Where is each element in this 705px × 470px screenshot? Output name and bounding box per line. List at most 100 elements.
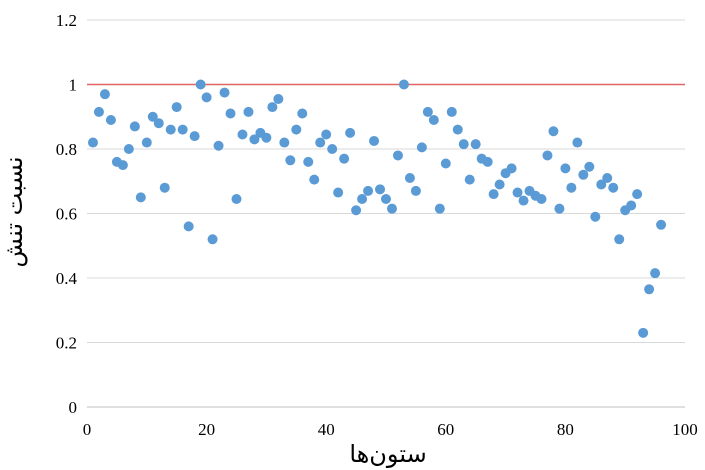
x-tick-label: 40 [318, 420, 335, 439]
data-point [213, 140, 224, 151]
data-point [656, 219, 667, 230]
data-point [105, 114, 116, 125]
data-point [548, 126, 559, 137]
data-point [398, 79, 409, 90]
data-point [554, 203, 565, 214]
data-point [309, 174, 320, 185]
data-points [87, 79, 667, 338]
data-point [267, 102, 278, 113]
data-point [452, 124, 463, 135]
data-point [369, 135, 380, 146]
data-point [219, 87, 230, 98]
data-point [135, 192, 146, 203]
data-point [345, 127, 356, 138]
data-point [147, 111, 158, 122]
data-point [333, 187, 344, 198]
data-point [578, 169, 589, 180]
data-point [291, 124, 302, 135]
x-tick-label: 100 [672, 420, 698, 439]
data-point [285, 155, 296, 166]
data-point [351, 205, 362, 216]
tick-labels: 0 0.2 0.4 0.6 0.8 1 1.2 0 20 40 60 80 100 [56, 11, 698, 439]
data-point [237, 129, 248, 140]
data-point [321, 129, 332, 140]
data-point [327, 144, 338, 154]
data-point [428, 114, 439, 125]
data-point [584, 161, 595, 172]
data-point [87, 137, 98, 148]
data-point [482, 156, 493, 167]
data-point [590, 211, 601, 222]
data-point [381, 193, 391, 204]
data-point [650, 268, 661, 279]
data-point [422, 106, 433, 117]
data-point [339, 153, 350, 164]
data-point [117, 160, 128, 171]
data-point [518, 195, 529, 206]
data-point [386, 203, 397, 214]
data-point [279, 137, 290, 148]
data-point [440, 158, 451, 169]
data-point [602, 173, 613, 184]
data-point [542, 150, 553, 161]
data-point [614, 234, 625, 245]
data-point [153, 118, 164, 129]
data-point [231, 193, 242, 204]
data-point [171, 102, 182, 113]
data-point [470, 139, 481, 150]
data-point [189, 131, 200, 142]
data-point [596, 179, 607, 190]
data-point [183, 221, 194, 232]
data-point [141, 137, 152, 148]
data-point [261, 132, 272, 143]
data-point [273, 94, 284, 105]
data-point [404, 173, 415, 184]
data-point [123, 144, 134, 154]
data-point [632, 189, 643, 200]
data-point [464, 174, 475, 185]
data-point [446, 106, 457, 117]
data-point [315, 137, 326, 148]
data-point [375, 184, 386, 195]
data-point [159, 182, 170, 193]
data-point [201, 92, 212, 103]
y-tick-label: 0.2 [56, 334, 77, 353]
data-point [644, 284, 655, 295]
data-point [303, 156, 314, 167]
y-tick-label: 1 [69, 76, 78, 95]
data-point [243, 106, 254, 117]
data-point [506, 163, 517, 174]
data-point [458, 139, 469, 150]
data-point [297, 108, 308, 119]
data-point [638, 327, 649, 338]
data-point [626, 200, 637, 211]
y-tick-label: 0.6 [56, 205, 77, 224]
data-point [363, 185, 374, 196]
data-point [99, 89, 110, 100]
data-point [488, 189, 499, 200]
data-point [416, 142, 427, 153]
data-point [207, 234, 218, 245]
data-point [566, 182, 577, 193]
data-point [560, 163, 571, 174]
data-point [572, 137, 583, 148]
data-point [357, 193, 368, 204]
data-point [129, 121, 140, 132]
y-tick-label: 1.2 [56, 11, 77, 30]
x-tick-label: 60 [437, 420, 454, 439]
data-point [165, 124, 176, 135]
y-axis-title: نسبت تنش [0, 156, 28, 267]
y-tick-label: 0 [69, 398, 78, 417]
data-point [225, 108, 236, 119]
x-tick-label: 80 [557, 420, 574, 439]
data-point [195, 79, 206, 90]
data-point [392, 150, 403, 161]
data-point [536, 193, 547, 204]
data-point [434, 203, 445, 214]
x-axis-title: ستون‌ها [349, 440, 426, 468]
data-point [249, 134, 260, 145]
data-point [410, 185, 421, 196]
data-point [512, 187, 523, 198]
